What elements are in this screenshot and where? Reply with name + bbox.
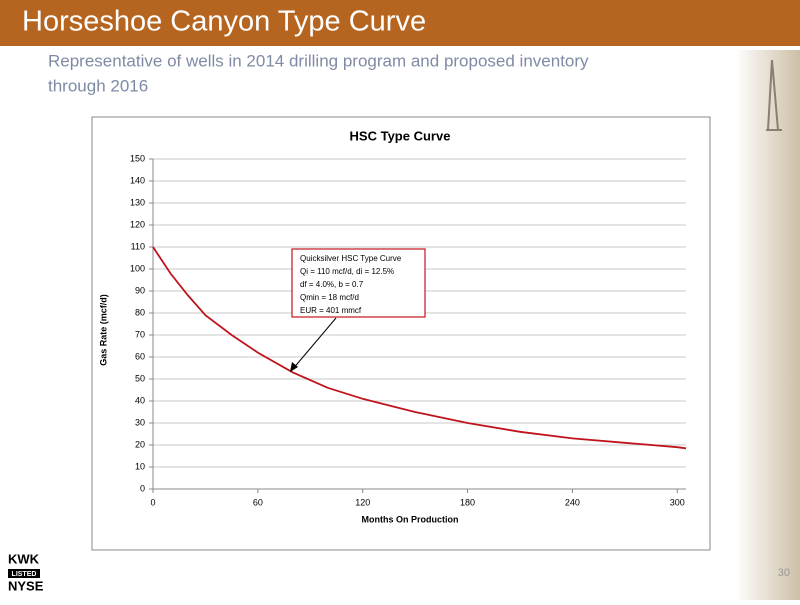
chart: HSC Type Curve Months On Production Gas … <box>98 128 687 524</box>
x-tick-label: 120 <box>355 497 370 507</box>
subtitle: Representative of wells in 2014 drilling… <box>48 51 589 70</box>
x-axis-label: Months On Production <box>362 514 459 524</box>
logo-text: LISTED <box>12 571 37 578</box>
data-line <box>152 246 687 450</box>
annotation-box <box>291 248 426 318</box>
x-tick-label: 240 <box>565 497 580 507</box>
y-tick-label: 50 <box>135 373 145 383</box>
annotation-text: Qmin = 18 mcf/d <box>300 293 359 302</box>
x-tick-label: 180 <box>460 497 475 507</box>
logo-band <box>8 569 40 578</box>
y-tick-label: 120 <box>130 219 145 229</box>
y-tick-label: 30 <box>135 417 145 427</box>
y-tick-label: 40 <box>135 395 145 405</box>
annotation-arrow <box>291 317 337 371</box>
y-tick-label: 130 <box>130 197 145 207</box>
y-tick-label: 150 <box>130 153 145 163</box>
title-bar <box>0 0 800 46</box>
y-tick-label: 100 <box>130 263 145 273</box>
x-tick-label: 0 <box>150 497 155 507</box>
x-tick-label: 300 <box>670 497 685 507</box>
y-tick-label: 60 <box>135 351 145 361</box>
chart-frame <box>91 116 711 551</box>
y-tick-label: 70 <box>135 329 145 339</box>
logo-text: NYSE <box>8 578 44 593</box>
side-image <box>735 50 800 600</box>
subtitle: through 2016 <box>48 76 148 95</box>
y-tick-label: 90 <box>135 285 145 295</box>
annotation-text: Qi = 110 mcf/d, di = 12.5% <box>300 267 394 276</box>
y-tick-label: 20 <box>135 439 145 449</box>
arrow-head <box>290 362 298 372</box>
chart-title: HSC Type Curve <box>350 128 451 143</box>
annotation-text: EUR = 401 mmcf <box>300 306 362 315</box>
y-axis-label: Gas Rate (mcf/d) <box>98 294 108 366</box>
logo-text: KWK <box>8 551 40 566</box>
y-tick-label: 0 <box>140 483 145 493</box>
y-tick-label: 10 <box>135 461 145 471</box>
rig-icon <box>766 59 782 131</box>
y-tick-label: 110 <box>131 241 145 251</box>
annotation-text: df = 4.0%, b = 0.7 <box>300 280 364 289</box>
page-number: 30 <box>778 567 790 579</box>
annotation-text: Quicksilver HSC Type Curve <box>300 254 402 263</box>
slide-title: Horseshoe Canyon Type Curve <box>22 6 426 38</box>
x-tick-label: 60 <box>253 497 263 507</box>
y-tick-label: 80 <box>135 307 145 317</box>
y-tick-label: 140 <box>130 175 145 185</box>
